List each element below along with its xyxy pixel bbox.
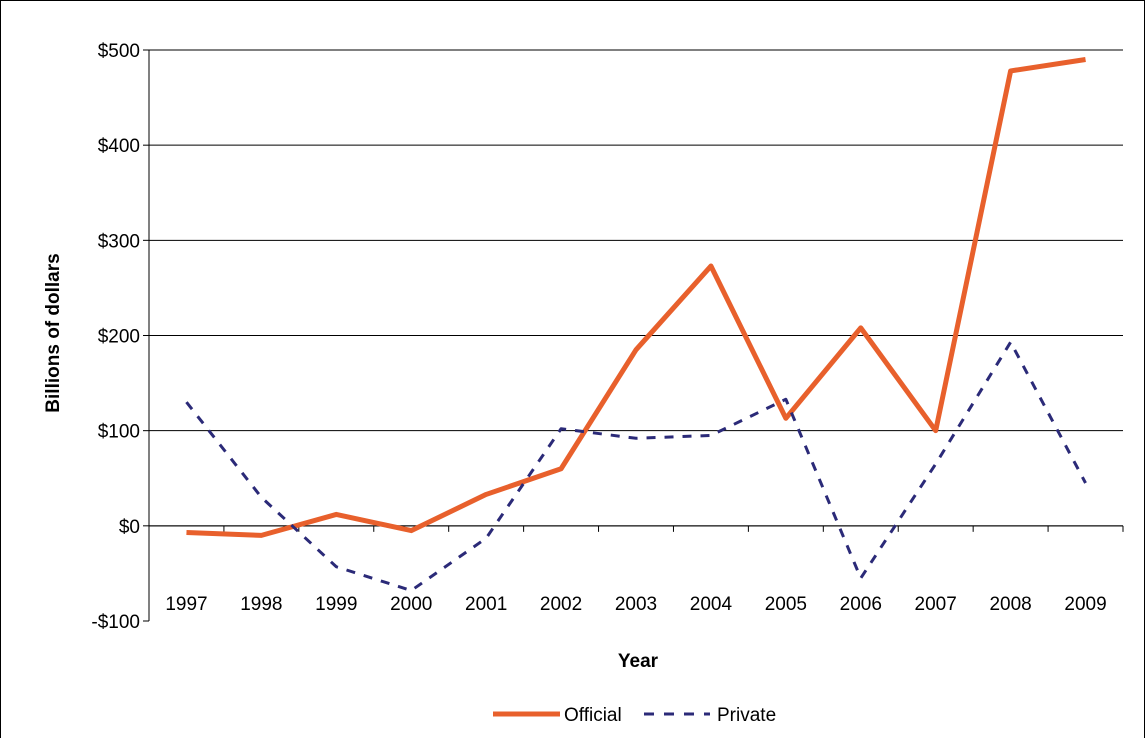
legend-label-private: Private (717, 705, 776, 726)
x-tick-label: 2006 (840, 594, 882, 615)
x-tick-label: 1998 (240, 594, 282, 615)
series-line-private (185, 340, 1087, 593)
legend: Official Private (493, 705, 776, 726)
axes (148, 50, 1124, 621)
y-tick-label: $300 (98, 231, 140, 252)
x-tick-label: 2001 (465, 594, 507, 615)
y-tick-label: $0 (119, 517, 140, 538)
y-tick-labels: -$100 $0 $100 $200 $300 $400 $500 (91, 41, 140, 633)
y-tick-label: $200 (98, 327, 140, 348)
y-tick-label: $500 (98, 41, 140, 62)
x-tick-label: 2004 (690, 594, 733, 615)
x-tick-label: 2008 (989, 594, 1031, 615)
x-tick-label: 2000 (390, 594, 432, 615)
x-tick-label: 2003 (615, 594, 657, 615)
y-axis-title: Billions of dollars (43, 253, 64, 412)
x-tick-label: 1997 (165, 594, 207, 615)
gridlines (143, 49, 1123, 622)
x-axis-title: Year (618, 651, 659, 672)
x-tick-label: 2005 (765, 594, 807, 615)
x-tick-label: 2002 (540, 594, 582, 615)
legend-label-official: Official (564, 705, 622, 726)
y-tick-label: $400 (98, 136, 140, 157)
y-tick-label: $100 (98, 422, 140, 443)
x-tick-label: 2009 (1064, 594, 1106, 615)
series-lines (185, 57, 1087, 593)
series-line-official (186, 57, 1086, 538)
x-tick-label: 1999 (315, 594, 357, 615)
y-tick-label: -$100 (91, 612, 140, 633)
x-tick-label: 2007 (915, 594, 957, 615)
x-tick-labels: 1997 1998 1999 2000 2001 2002 2003 2004 2005 2006… (165, 594, 1106, 615)
